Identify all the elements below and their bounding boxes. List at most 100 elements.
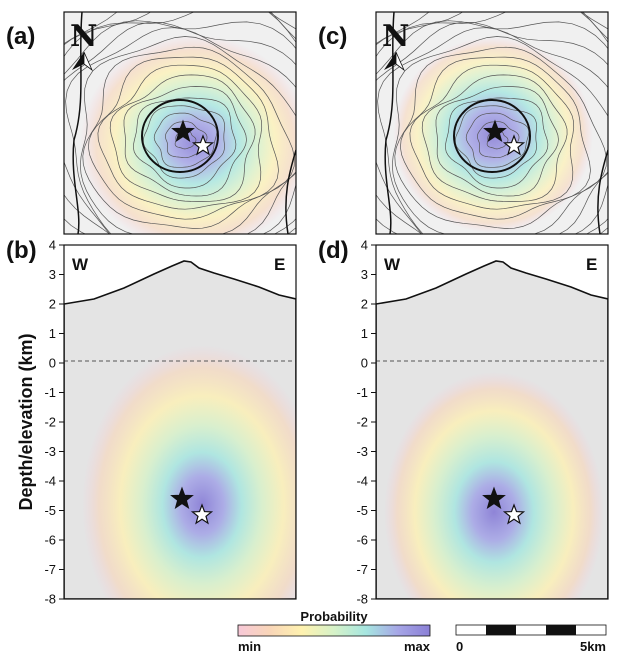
contour-line — [88, 56, 279, 220]
legend-colorbar — [237, 624, 431, 637]
probability-field — [82, 345, 296, 599]
y-tick-label: 2 — [361, 297, 368, 312]
west-label: W — [72, 255, 89, 274]
contour-line — [123, 86, 247, 197]
contour-line — [376, 21, 608, 234]
star-icon — [482, 486, 506, 510]
contour-line — [174, 130, 197, 150]
north-arrow-icon — [83, 51, 93, 72]
y-tick-label: -5 — [44, 503, 56, 518]
y-tick-label: 0 — [361, 356, 368, 371]
scale-end: 5km — [580, 639, 606, 654]
y-tick-label: -2 — [356, 415, 368, 430]
y-tick-label: -3 — [356, 444, 368, 459]
y-tick-label: -7 — [356, 562, 368, 577]
y-tick-label: -5 — [356, 503, 368, 518]
scale-bar-segment — [546, 625, 576, 635]
map-panel-c: N — [375, 11, 609, 235]
contour-line — [421, 74, 568, 202]
y-axis-ticks: 4 3 2 1 0 -1 -2 -3 -4 -5 -6 -7 -8 — [44, 238, 64, 607]
north-label: N — [70, 19, 97, 54]
contour-line — [82, 46, 295, 229]
coastline — [384, 12, 395, 234]
contour-line — [64, 21, 296, 234]
topographic-contours — [64, 12, 296, 234]
contour-line — [454, 105, 538, 179]
y-tick-label: -6 — [44, 533, 56, 548]
contour-line — [97, 64, 263, 210]
star-icon — [191, 134, 215, 156]
contour-line — [435, 86, 559, 197]
map-panel-a: N — [63, 11, 297, 235]
y-tick-label: -2 — [44, 415, 56, 430]
scale-bar: 0 5km — [455, 624, 607, 654]
legend-max: max — [404, 639, 431, 654]
east-label: E — [586, 255, 597, 274]
contour-line — [400, 56, 591, 220]
y-tick-label: -8 — [44, 592, 56, 607]
contour-line — [409, 64, 575, 210]
y-tick-label: -8 — [356, 592, 368, 607]
contour-line — [142, 105, 226, 179]
contour-line — [445, 97, 549, 189]
contour-line — [477, 121, 520, 159]
star-icon — [483, 119, 507, 143]
legend-min: min — [238, 639, 261, 654]
contour-line — [391, 36, 608, 234]
y-tick-label: 1 — [361, 326, 368, 341]
scale-bar-frame — [455, 624, 607, 636]
map-frame — [375, 11, 609, 235]
contour-line — [153, 112, 218, 168]
contour-line — [486, 130, 509, 150]
y-tick-label: 3 — [49, 267, 56, 282]
north-label: N — [382, 19, 409, 54]
panel-label-d: (d) — [318, 237, 349, 264]
y-tick-label: 4 — [361, 238, 368, 253]
contour-line — [133, 97, 237, 189]
y-tick-label: 3 — [361, 267, 368, 282]
west-label: W — [384, 255, 401, 274]
scale-bar-segment — [486, 625, 516, 635]
scale-start: 0 — [456, 639, 463, 654]
section-panel-d: 4 3 2 1 0 -1 -2 -3 -4 -5 -6 -7 -8 W E — [356, 238, 609, 607]
caldera-rim — [453, 99, 531, 173]
star-icon — [190, 503, 214, 525]
contour-line — [64, 20, 296, 234]
y-tick-label: -4 — [44, 474, 56, 489]
section-panel-b: 4 3 2 1 0 -1 -2 -3 -4 -5 -6 -7 -8 W E — [44, 238, 297, 607]
map-frame — [63, 11, 297, 235]
east-label: E — [274, 255, 285, 274]
contour-line — [394, 46, 607, 229]
y-axis-label: Depth/elevation (km) — [16, 333, 36, 510]
probability-legend: Probability min max — [237, 609, 431, 654]
y-tick-label: -1 — [44, 385, 56, 400]
y-axis-ticks: 4 3 2 1 0 -1 -2 -3 -4 -5 -6 -7 -8 — [356, 238, 376, 607]
coastline — [72, 12, 83, 234]
contour-line — [376, 20, 608, 234]
contour-line — [109, 74, 256, 202]
y-tick-label: -7 — [44, 562, 56, 577]
y-tick-label: 1 — [49, 326, 56, 341]
y-tick-label: -1 — [356, 385, 368, 400]
north-arrow-icon — [395, 51, 405, 72]
y-tick-label: -4 — [356, 474, 368, 489]
star-icon — [171, 119, 195, 143]
y-tick-label: 2 — [49, 297, 56, 312]
y-tick-label: 0 — [49, 356, 56, 371]
y-tick-label: 4 — [49, 238, 56, 253]
caldera-rim — [141, 99, 219, 173]
contour-line — [465, 112, 530, 168]
star-icon — [502, 503, 526, 525]
panel-label-c: (c) — [318, 23, 347, 50]
panel-label-a: (a) — [6, 23, 35, 50]
coastline — [285, 149, 296, 234]
star-icon — [502, 134, 526, 156]
legend-title: Probability — [300, 609, 368, 624]
star-icon — [170, 486, 194, 510]
probability-field — [384, 372, 604, 599]
y-tick-label: -3 — [44, 444, 56, 459]
contour-line — [79, 36, 296, 234]
y-tick-label: -6 — [356, 533, 368, 548]
panel-label-b: (b) — [6, 237, 37, 264]
